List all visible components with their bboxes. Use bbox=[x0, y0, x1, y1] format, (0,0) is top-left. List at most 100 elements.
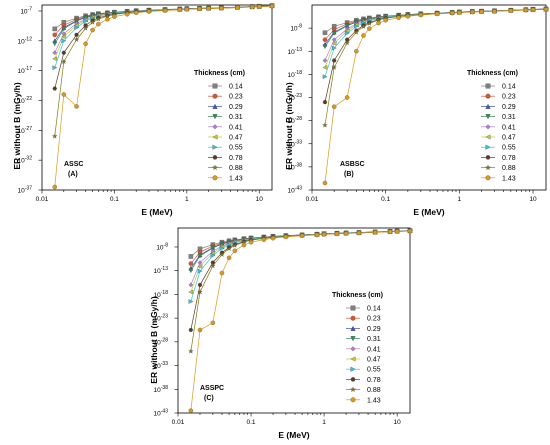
panel-letter: (A) bbox=[68, 171, 78, 178]
data-point bbox=[197, 327, 203, 333]
legend-title: Thickness (cm) bbox=[194, 70, 245, 77]
x-tick-label: 0.1 bbox=[110, 196, 119, 203]
legend-label: 0.47 bbox=[367, 357, 381, 364]
series-line bbox=[324, 8, 547, 61]
legend-label: 0.41 bbox=[229, 124, 243, 131]
data-point bbox=[188, 289, 194, 295]
data-point bbox=[470, 9, 475, 15]
y-tick-label: 10-28 bbox=[288, 116, 303, 125]
panel-letter: (B) bbox=[344, 171, 354, 178]
legend-label: 0.78 bbox=[367, 377, 381, 384]
y-tick-label: 10-7 bbox=[20, 6, 32, 15]
x-axis-title: E (MeV) bbox=[278, 430, 309, 440]
data-point bbox=[331, 41, 337, 46]
x-tick-label: 0.01 bbox=[36, 196, 49, 203]
data-point bbox=[197, 253, 203, 259]
legend-label: 0.23 bbox=[502, 94, 516, 101]
data-point bbox=[188, 254, 194, 259]
data-point bbox=[184, 7, 190, 12]
series-0_47 bbox=[188, 228, 413, 295]
data-point bbox=[90, 27, 95, 33]
legend-label: 0.29 bbox=[367, 326, 381, 333]
data-point bbox=[479, 9, 484, 15]
data-point bbox=[105, 17, 110, 22]
legend-marker bbox=[350, 315, 356, 321]
legend-marker bbox=[212, 83, 218, 89]
legend-marker bbox=[212, 103, 218, 109]
y-tick-label: 10-37 bbox=[18, 186, 33, 195]
data-point bbox=[322, 44, 328, 50]
data-point bbox=[344, 30, 350, 36]
data-point bbox=[197, 264, 203, 269]
y-tick-label: 10-33 bbox=[154, 361, 169, 370]
data-point bbox=[530, 7, 536, 13]
data-point bbox=[74, 18, 79, 24]
legend-marker bbox=[350, 386, 356, 393]
series-1_43 bbox=[188, 228, 413, 413]
data-point bbox=[61, 50, 67, 55]
data-point bbox=[241, 242, 247, 248]
data-point bbox=[232, 248, 238, 254]
data-point bbox=[52, 41, 58, 47]
legend-label: 0.29 bbox=[229, 104, 243, 111]
legend-label: 0.55 bbox=[229, 145, 243, 152]
legend-label: 0.55 bbox=[502, 145, 516, 152]
y-tick-label: 10-18 bbox=[154, 290, 169, 299]
x-axis-title: E (MeV) bbox=[141, 207, 172, 217]
data-point bbox=[387, 229, 393, 235]
data-point bbox=[210, 250, 216, 256]
series-0_47 bbox=[322, 6, 549, 70]
data-point bbox=[188, 268, 194, 274]
legend-label: 0.31 bbox=[502, 114, 516, 121]
y-tick-label: 10-8 bbox=[156, 242, 168, 251]
legend-marker bbox=[212, 114, 218, 120]
series-0_47 bbox=[52, 3, 275, 62]
legend-marker bbox=[212, 155, 218, 160]
data-point bbox=[396, 15, 401, 20]
y-tick-label: 10-22 bbox=[18, 96, 33, 105]
data-point bbox=[188, 261, 194, 266]
data-point bbox=[372, 230, 378, 235]
y-tick-label: 10-12 bbox=[18, 36, 33, 45]
legend-label: 0.88 bbox=[229, 165, 243, 172]
legend-label: 0.31 bbox=[367, 336, 381, 343]
plot-frame bbox=[177, 227, 411, 414]
series-1_43 bbox=[322, 7, 549, 186]
legend-marker bbox=[485, 93, 491, 99]
y-tick-label: 10-43 bbox=[154, 409, 169, 418]
legend-marker bbox=[350, 336, 356, 342]
y-tick-label: 10-13 bbox=[154, 266, 169, 275]
legend-label: 0.41 bbox=[367, 346, 381, 353]
legend-marker bbox=[212, 134, 218, 140]
data-point bbox=[449, 10, 455, 16]
data-point bbox=[162, 8, 168, 13]
series-0_55 bbox=[322, 6, 549, 80]
series-1_43 bbox=[52, 3, 275, 190]
legend-marker bbox=[212, 175, 218, 181]
data-point bbox=[210, 245, 216, 251]
data-point bbox=[52, 56, 58, 62]
data-point bbox=[261, 237, 267, 242]
data-point bbox=[321, 232, 327, 237]
legend-marker bbox=[350, 377, 356, 382]
y-tick-label: 10-27 bbox=[18, 126, 33, 135]
panel-name: ASBSC bbox=[340, 161, 365, 168]
data-point bbox=[270, 235, 276, 241]
data-point bbox=[219, 5, 224, 11]
chart-panel-assc: 0.01 0.1 1 10 10-7 10-12 10-17 10-22 10-27 10-32 1… bbox=[12, 3, 275, 217]
legend-marker bbox=[212, 124, 218, 130]
legend: Thickness (cm) 0.14 0.23 0.29 0.31 0.41 0.47 0.… bbox=[332, 292, 383, 404]
data-point bbox=[356, 230, 362, 236]
data-point bbox=[52, 50, 58, 56]
legend-marker bbox=[485, 175, 491, 181]
data-point bbox=[366, 20, 373, 26]
data-point bbox=[331, 58, 337, 63]
x-tick-label: 0.1 bbox=[247, 419, 256, 426]
legend: Thickness (cm) 0.14 0.23 0.29 0.31 0.41 0.47 0.… bbox=[194, 70, 245, 182]
data-point bbox=[188, 328, 194, 332]
legend-marker bbox=[212, 164, 218, 171]
data-point bbox=[344, 23, 350, 29]
data-point bbox=[407, 228, 413, 234]
data-point bbox=[82, 25, 89, 31]
legend-label: 0.14 bbox=[502, 84, 516, 91]
